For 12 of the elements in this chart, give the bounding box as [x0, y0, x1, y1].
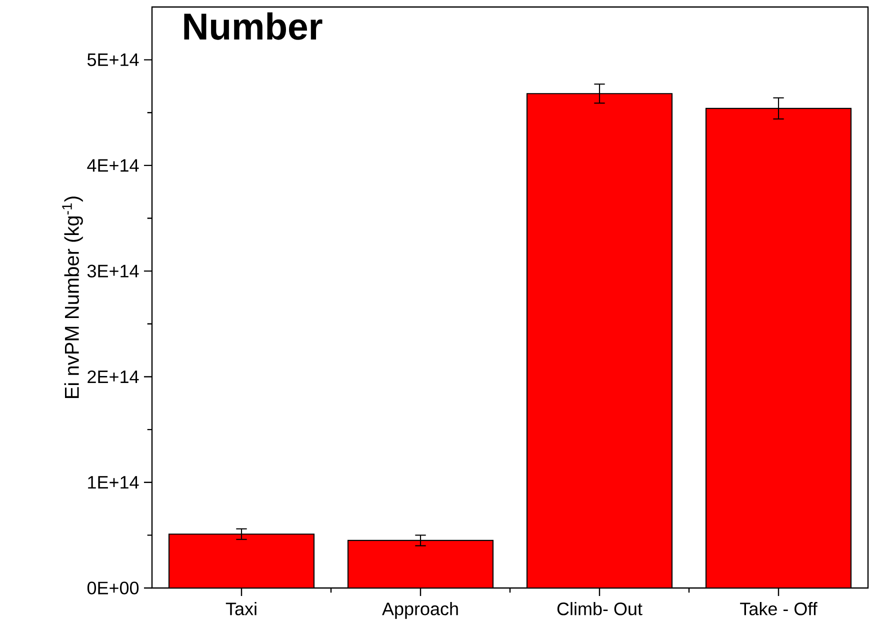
x-tick-label: Taxi — [226, 602, 256, 616]
y-tick-label: 2E+14 — [88, 370, 139, 384]
y-tick-label: 3E+14 — [87, 264, 139, 278]
y-tick-label: 5E+14 — [87, 54, 139, 66]
y-axis-title: Ei nvPM Number (kg$^{-1}$) — [62, 196, 83, 398]
x-tick-label: Approach — [382, 602, 458, 619]
y-tick-label: 1E+14 — [88, 476, 139, 489]
chart-title: Number — [184, 12, 322, 40]
y-tick-label: 0E+00 — [87, 582, 139, 594]
x-tick-label: Take - Off — [740, 602, 818, 616]
y-tick-label: 4E+14 — [87, 159, 139, 172]
x-tick-label: Climb- Out — [557, 602, 642, 616]
